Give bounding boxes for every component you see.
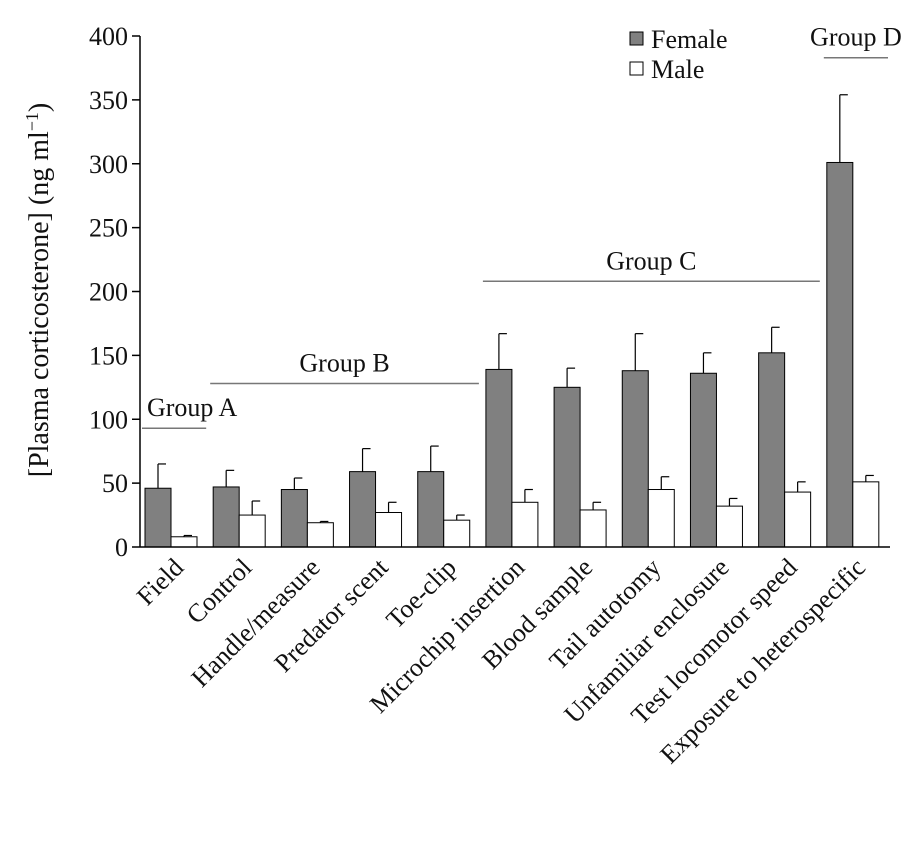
y-tick-label: 50 (102, 469, 128, 498)
bar-male (511, 501, 539, 548)
group-annotations: Group A Group B Group C Group D (142, 23, 902, 429)
bar-male (238, 514, 266, 548)
bar-female (349, 471, 377, 548)
bar-male (715, 505, 743, 548)
y-tick-label: 200 (89, 278, 128, 307)
bar-female (212, 486, 240, 548)
bar-female (621, 370, 649, 548)
bar-male (784, 491, 812, 548)
bar-male (443, 519, 471, 548)
bar-male (579, 509, 607, 548)
y-tick-label: 300 (89, 150, 128, 179)
bar-male (170, 536, 198, 548)
bar-female (144, 487, 172, 548)
y-axis-label: [Plasma corticosterone] (ng ml−1) (22, 103, 55, 478)
legend-label-female: Female (651, 25, 728, 54)
plot-area (144, 94, 880, 548)
legend-label-male: Male (651, 55, 704, 84)
bar-female (826, 161, 854, 548)
y-tick-label: 100 (89, 405, 128, 434)
group-label: Group B (299, 348, 389, 377)
y-tick-label: 250 (89, 214, 128, 243)
bar-female (485, 368, 513, 548)
legend-swatch-female (629, 31, 644, 46)
bar-female (689, 372, 717, 548)
bar-female (758, 352, 786, 548)
group-label: Group C (606, 246, 696, 275)
group-label: Group D (810, 23, 902, 52)
y-axis-label-superscript: −1 (22, 112, 42, 131)
bar-female (280, 489, 308, 548)
bar-male (306, 522, 334, 548)
bar-male (375, 512, 403, 548)
bar-male (852, 481, 880, 548)
y-tick-label: 150 (89, 341, 128, 370)
bar-male (647, 489, 675, 548)
bar-female (553, 386, 581, 548)
y-tick-label: 350 (89, 86, 128, 115)
y-tick-label: 400 (89, 22, 128, 51)
bar-female (417, 471, 445, 548)
x-category-label: Field (131, 553, 189, 611)
y-tick-label: 0 (115, 533, 128, 562)
legend-swatch-male (629, 61, 644, 76)
group-label: Group A (147, 393, 238, 422)
